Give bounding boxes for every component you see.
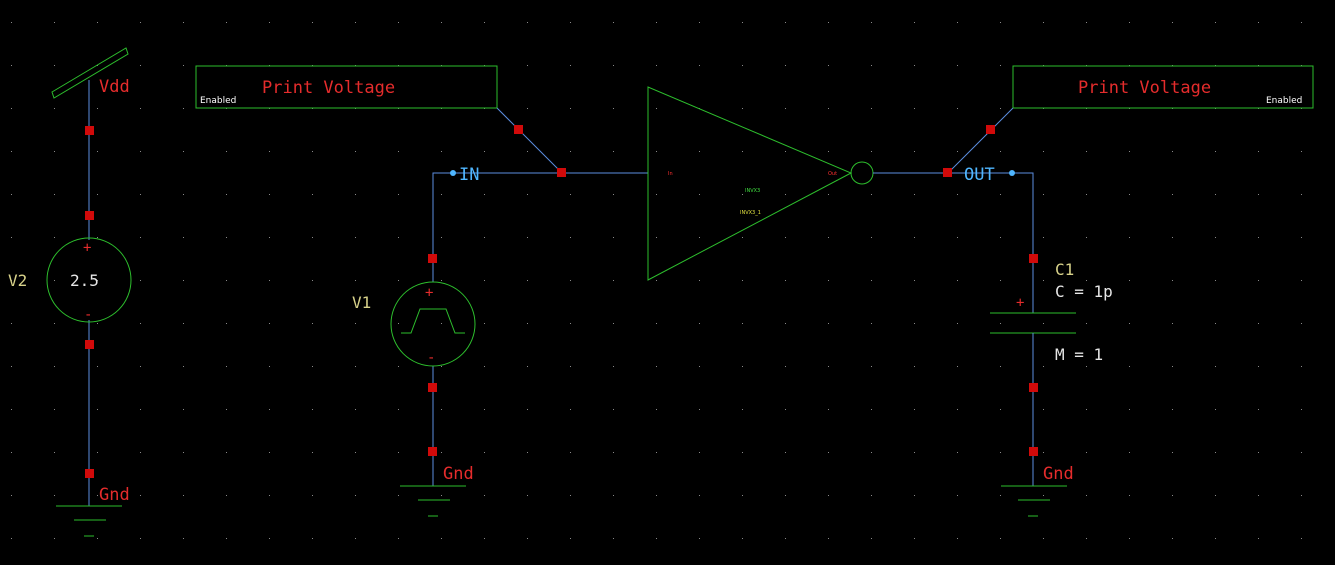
gnd-right-symbol[interactable] [1001, 485, 1067, 517]
wire-in-net[interactable] [432, 172, 648, 250]
print-voltage-probe-in[interactable] [195, 65, 498, 109]
pin-v1-minus[interactable] [428, 383, 437, 392]
pin-inv-in[interactable] [557, 168, 566, 177]
vdd-supply-symbol[interactable] [51, 47, 129, 99]
v1-name: V1 [352, 293, 371, 312]
c1-multiplier: M = 1 [1055, 345, 1103, 364]
inverter-pin-out-label: Out [828, 171, 837, 177]
probe-in-status: Enabled [200, 96, 236, 106]
pin-probe-out[interactable] [986, 125, 995, 134]
v1-minus-sign: - [427, 350, 435, 366]
gnd-left-symbol[interactable] [56, 505, 122, 537]
net-in-junction[interactable] [450, 170, 456, 176]
c1-plus-sign: + [1016, 295, 1024, 311]
pin-gnd-right[interactable] [1029, 447, 1038, 456]
probe-out-status: Enabled [1266, 96, 1302, 106]
gnd-mid-symbol[interactable] [400, 485, 466, 517]
probe-out-title: Print Voltage [1078, 78, 1211, 98]
inverter-symbol[interactable] [647, 86, 874, 281]
net-in-label: IN [459, 165, 479, 185]
inverter-instance-name: INVX3_1 [740, 210, 761, 216]
c1-value: C = 1p [1055, 282, 1113, 301]
c1-capacitor-symbol[interactable] [990, 312, 1076, 334]
pin-vdd[interactable] [85, 126, 94, 135]
pin-gnd-mid[interactable] [428, 447, 437, 456]
v2-name: V2 [8, 271, 27, 290]
pin-v1-plus[interactable] [428, 254, 437, 263]
pin-gnd-left[interactable] [85, 469, 94, 478]
v2-dc-source[interactable] [46, 237, 132, 323]
v2-minus-sign: - [84, 307, 92, 323]
inverter-pin-in-label: In [668, 171, 673, 177]
probe-out-lead[interactable] [947, 107, 1014, 174]
probe-in-title: Print Voltage [262, 78, 395, 98]
pin-v2-minus[interactable] [85, 340, 94, 349]
print-voltage-probe-out[interactable] [1012, 65, 1314, 109]
pin-v2-plus[interactable] [85, 211, 94, 220]
pin-probe-in[interactable] [514, 125, 523, 134]
gnd-right-label: Gnd [1043, 464, 1074, 484]
net-out-label: OUT [964, 165, 995, 185]
inverter-cell-name: INVX3 [745, 188, 760, 194]
vdd-label: Vdd [99, 77, 130, 97]
v2-value: 2.5 [70, 271, 99, 290]
wire-out-net[interactable] [948, 172, 1034, 313]
probe-in-lead[interactable] [496, 107, 563, 174]
pin-c1-plus[interactable] [1029, 254, 1038, 263]
pin-inv-out[interactable] [943, 168, 952, 177]
v2-plus-sign: + [83, 240, 91, 256]
gnd-mid-label: Gnd [443, 464, 474, 484]
c1-name: C1 [1055, 260, 1074, 279]
gnd-left-label: Gnd [99, 485, 130, 505]
pin-c1-minus[interactable] [1029, 383, 1038, 392]
v1-plus-sign: + [425, 285, 433, 301]
v1-pulse-source[interactable] [390, 281, 476, 367]
net-out-junction[interactable] [1009, 170, 1015, 176]
